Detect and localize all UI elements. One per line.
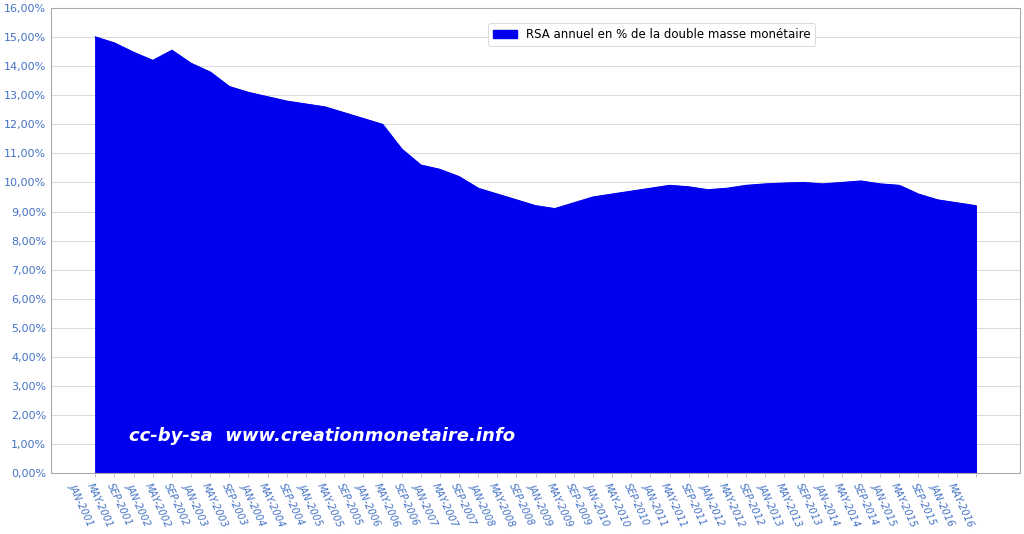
Legend: RSA annuel en % de la double masse monétaire: RSA annuel en % de la double masse monét… xyxy=(488,23,815,46)
Text: cc-by-sa  www.creationmonetaire.info: cc-by-sa www.creationmonetaire.info xyxy=(129,427,515,445)
